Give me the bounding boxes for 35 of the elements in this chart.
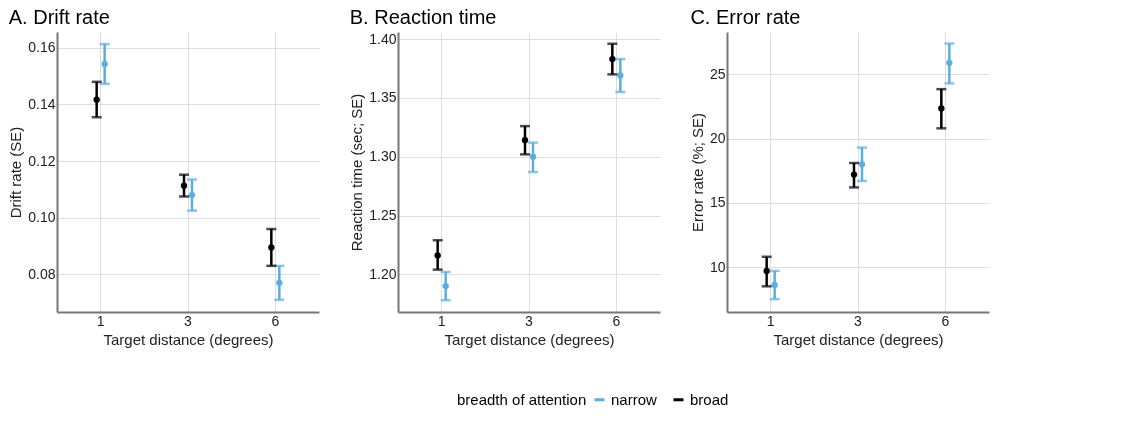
y-axis-title: Drift rate (SE): [7, 126, 25, 219]
y-tick-label: 0.10: [28, 209, 56, 226]
y-tick-label: 1.35: [369, 89, 397, 106]
legend-title: breadth of attention: [457, 391, 587, 408]
x-tick-label: 1: [437, 312, 446, 329]
y-tick-label: 15: [709, 194, 726, 211]
y-tick-label: 1.30: [369, 148, 397, 165]
x-axis-title: Target distance (degrees): [103, 330, 274, 348]
y-tick-label: 1.20: [369, 265, 397, 282]
y-tick-label: 0.14: [28, 95, 56, 112]
x-tick-label: 6: [612, 312, 621, 329]
x-axis-title: Target distance (degrees): [444, 330, 615, 348]
y-tick-label: 0.12: [28, 152, 56, 169]
x-tick-label: 3: [184, 312, 193, 329]
y-axis-title: Error rate (%; SE): [688, 112, 706, 233]
chart-title: B. Reaction time: [349, 6, 497, 28]
y-tick-label: 20: [709, 130, 726, 147]
legend-label: narrow: [611, 390, 658, 408]
x-axis-title: Target distance (degrees): [773, 330, 944, 348]
chart-title: A. Drift rate: [8, 6, 110, 28]
y-tick-label: 1.25: [369, 207, 397, 224]
y-axis-title: Reaction time (sec; SE): [348, 93, 366, 252]
x-tick-label: 3: [854, 312, 863, 329]
x-tick-label: 3: [525, 312, 534, 329]
x-tick-label: 1: [96, 312, 105, 329]
x-tick-label: 6: [941, 312, 950, 329]
y-tick-label: 0.08: [28, 265, 56, 282]
x-tick-label: 1: [766, 312, 775, 329]
legend-label: broad: [690, 390, 729, 408]
y-tick-label: 25: [709, 65, 726, 82]
x-tick-label: 6: [271, 312, 280, 329]
y-tick-label: 0.16: [28, 39, 56, 56]
y-tick-label: 10: [709, 258, 726, 275]
chart-title: C. Error rate: [690, 6, 801, 28]
y-tick-label: 1.40: [369, 30, 397, 47]
